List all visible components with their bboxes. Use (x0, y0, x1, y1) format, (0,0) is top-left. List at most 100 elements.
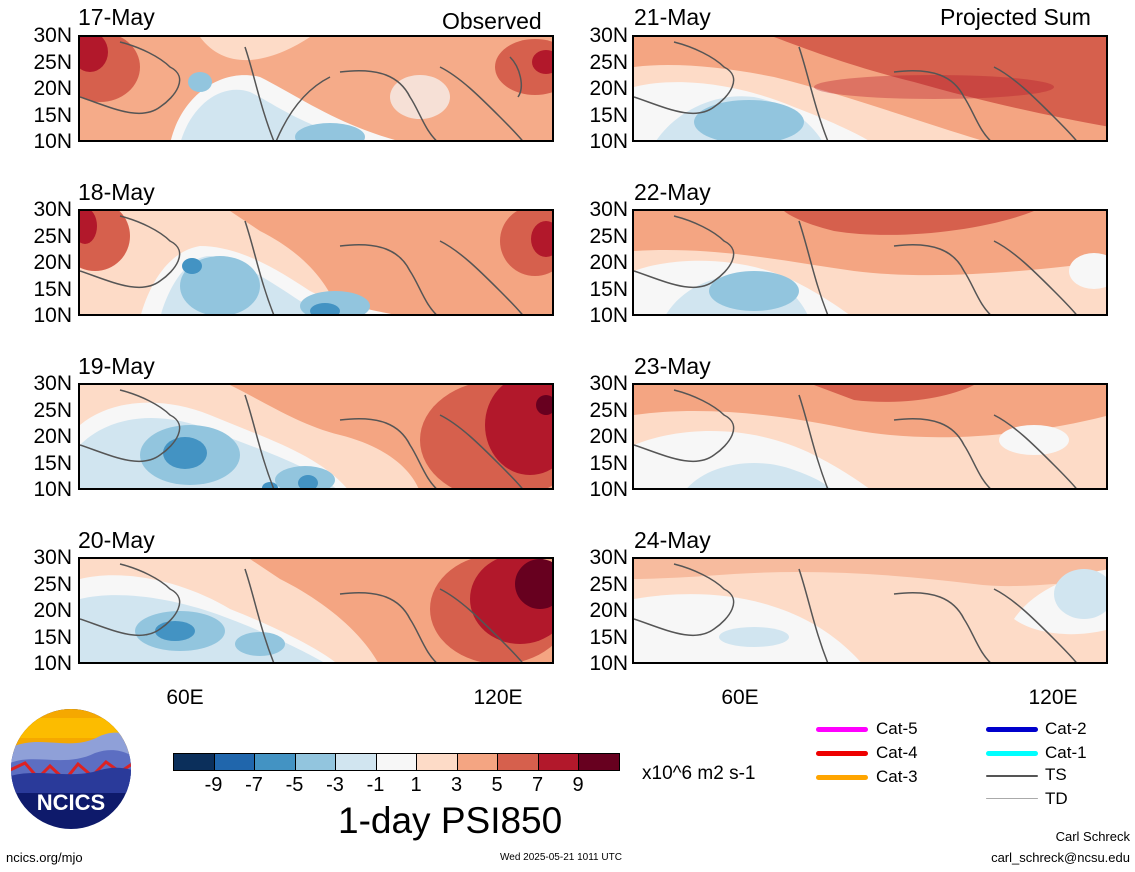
lat-label: 10N (589, 652, 628, 675)
lat-label: 30N (33, 24, 72, 47)
legend-swatch-cat4 (816, 751, 868, 756)
colorbar-segment (213, 753, 255, 771)
legend-label-cat3: Cat-3 (876, 767, 918, 786)
legend-label-cat4: Cat-4 (876, 743, 918, 762)
legend-swatch-ts (986, 775, 1038, 777)
lat-label: 20N (33, 251, 72, 274)
panel-date: 22-May (634, 179, 711, 205)
map-panel-23-may (632, 383, 1108, 490)
lat-label: 15N (33, 277, 72, 301)
svg-text:NCICS: NCICS (37, 790, 105, 815)
lat-label: 25N (33, 398, 72, 422)
panel-date: 20-May (78, 527, 155, 553)
lat-label: 15N (589, 451, 628, 475)
lat-label: 10N (33, 130, 72, 153)
legend-label-td: TD (1045, 789, 1068, 808)
lat-label: 30N (33, 546, 72, 569)
lat-label: 15N (589, 277, 628, 301)
panel-date: 24-May (634, 527, 711, 553)
colorbar-tick-label: 7 (531, 774, 544, 796)
lat-label: 30N (33, 372, 72, 395)
colorbar-tick-label: 1 (410, 774, 422, 796)
observed-label: Observed (442, 8, 542, 34)
lat-label: 15N (589, 103, 628, 127)
colorbar-tick-label: -9 (204, 774, 223, 796)
panel-date: 19-May (78, 353, 155, 379)
lat-label: 30N (589, 24, 628, 47)
panel-date: 18-May (78, 179, 155, 205)
timestamp: Wed 2025-05-21 1011 UTC (500, 852, 622, 863)
site-url: ncics.org/mjo (6, 850, 83, 865)
colorbar-tick-label: -7 (245, 774, 263, 796)
map-panel-20-may (78, 557, 554, 664)
panel-date: 17-May (78, 4, 155, 30)
panel-date: 21-May (634, 4, 711, 30)
lat-label: 30N (589, 546, 628, 569)
lat-label: 30N (589, 372, 628, 395)
colorbar-tick-label: 3 (450, 774, 463, 796)
legend-label-cat1: Cat-1 (1045, 743, 1087, 762)
lon-label-60e-left: 60E (166, 686, 204, 709)
colorbar-segment (335, 753, 377, 771)
lat-label: 25N (589, 572, 628, 596)
colorbar-tick-label: -1 (366, 774, 385, 796)
map-panel-19-may (78, 383, 554, 490)
colorbar-segment (497, 753, 539, 771)
lat-label: 20N (33, 425, 72, 448)
author: Carl Schreck (1055, 829, 1130, 844)
lat-label: 20N (589, 251, 628, 274)
colorbar-units: x10^6 m2 s-1 (642, 763, 756, 784)
lat-label: 10N (33, 478, 72, 501)
lat-label: 20N (33, 77, 72, 100)
panel-date: 23-May (634, 353, 711, 379)
ncics-logo: NCICS (10, 708, 132, 830)
colorbar-tick-label: 9 (572, 774, 584, 796)
lat-label: 20N (589, 425, 628, 448)
colorbar-segment (537, 753, 579, 771)
legend-label-cat2: Cat-2 (1045, 719, 1087, 738)
colorbar-title: 1-day PSI850 (338, 800, 563, 841)
lat-label: 25N (33, 572, 72, 596)
lat-label: 15N (33, 451, 72, 475)
lat-label: 25N (589, 50, 628, 74)
legend-swatch-cat2 (986, 727, 1038, 732)
lat-label: 30N (33, 198, 72, 221)
lat-label: 25N (589, 398, 628, 422)
legend-swatch-td (986, 798, 1038, 799)
colorbar-tick-label: 5 (491, 774, 503, 796)
projected-label: Projected Sum (940, 4, 1091, 30)
legend-swatch-cat5 (816, 727, 868, 732)
lat-label: 10N (589, 304, 628, 327)
legend-swatch-cat1 (986, 751, 1038, 756)
colorbar-segment (416, 753, 458, 771)
map-panel-24-may (632, 557, 1108, 664)
legend-label-ts: TS (1045, 765, 1067, 784)
map-panel-21-may (632, 35, 1108, 142)
map-panel-17-may (78, 35, 554, 142)
lat-label: 25N (33, 50, 72, 74)
lon-label-120e-left: 120E (473, 686, 523, 709)
colorbar-segment (294, 753, 336, 771)
legend-label-cat5: Cat-5 (876, 719, 918, 738)
lat-label: 15N (33, 103, 72, 127)
colorbar-segment (456, 753, 498, 771)
lat-label: 10N (589, 130, 628, 153)
colorbar-tick-label: -3 (326, 774, 344, 796)
map-panel-22-may (632, 209, 1108, 316)
colorbar-tick-label: -5 (285, 774, 304, 796)
colorbar-segment (578, 753, 620, 771)
lat-label: 30N (589, 198, 628, 221)
colorbar-segment (173, 753, 215, 771)
lat-label: 20N (589, 599, 628, 622)
lat-label: 15N (33, 625, 72, 649)
colorbar-segment (254, 753, 296, 771)
colorbar-segment (375, 753, 417, 771)
lat-label: 10N (33, 304, 72, 327)
map-panel-18-may (78, 209, 554, 316)
lat-label: 20N (589, 77, 628, 100)
lat-label: 10N (589, 478, 628, 501)
lon-label-120e-right: 120E (1028, 686, 1078, 709)
legend-swatch-cat3 (816, 775, 868, 780)
lat-label: 25N (589, 224, 628, 248)
email: carl_schreck@ncsu.edu (991, 850, 1130, 865)
